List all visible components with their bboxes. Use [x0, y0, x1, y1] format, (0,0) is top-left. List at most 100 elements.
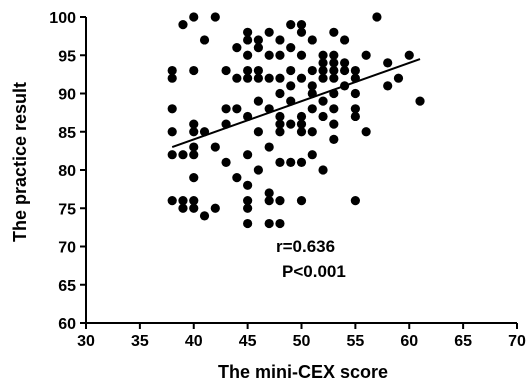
data-point	[361, 50, 371, 60]
data-point	[350, 196, 360, 206]
data-point	[178, 196, 188, 206]
data-point	[189, 65, 199, 76]
data-point	[253, 127, 263, 137]
data-point	[329, 50, 339, 60]
data-point	[167, 150, 177, 160]
data-point	[404, 50, 414, 60]
data-point	[275, 73, 285, 83]
data-point	[307, 35, 317, 45]
data-point	[329, 73, 339, 83]
data-point	[296, 119, 307, 129]
data-point	[275, 127, 285, 137]
data-point	[264, 27, 274, 37]
data-point	[415, 96, 425, 106]
data-point	[350, 65, 360, 76]
data-point	[350, 111, 360, 122]
y-tick-label: 85	[58, 125, 76, 142]
data-point	[189, 142, 199, 152]
data-point	[329, 104, 339, 114]
data-point	[329, 119, 339, 129]
data-point	[286, 65, 296, 76]
data-point	[243, 50, 253, 60]
data-point	[296, 111, 307, 122]
data-point	[189, 119, 199, 129]
data-point	[329, 27, 339, 37]
data-point	[253, 35, 263, 45]
y-tick-label: 65	[58, 278, 76, 295]
data-point	[275, 157, 285, 167]
data-points	[167, 12, 425, 229]
data-point	[275, 218, 285, 229]
data-point	[329, 58, 339, 68]
axes: 30 35 40 45 50 55 60 65 70 60 65 70 75 80 85 90 95 100	[49, 10, 526, 350]
data-point	[393, 73, 404, 83]
y-tick-label: 100	[49, 10, 76, 27]
data-point	[189, 12, 199, 22]
data-point	[318, 58, 328, 68]
data-point	[178, 203, 188, 213]
data-point	[243, 65, 253, 76]
data-point	[189, 173, 199, 183]
data-point	[318, 73, 328, 83]
data-point	[264, 50, 274, 60]
data-point	[264, 196, 274, 206]
data-point	[167, 196, 177, 206]
data-point	[253, 73, 263, 83]
data-point	[307, 65, 317, 76]
data-point	[232, 173, 242, 183]
data-point	[253, 65, 263, 76]
x-tick-label: 65	[454, 333, 472, 350]
data-point	[286, 157, 296, 167]
data-point	[243, 35, 253, 45]
data-point	[275, 50, 285, 60]
data-point	[199, 35, 210, 45]
regression-line	[171, 58, 421, 148]
data-point	[340, 65, 350, 76]
data-point	[286, 20, 296, 30]
data-point	[296, 20, 307, 30]
data-point	[189, 150, 199, 160]
data-point	[232, 73, 242, 83]
data-point	[296, 73, 307, 83]
x-tick-label: 70	[508, 333, 526, 350]
data-point	[350, 88, 360, 99]
y-tick-label: 80	[58, 163, 76, 180]
data-point	[232, 104, 242, 114]
data-point	[253, 43, 263, 53]
y-axis-title: The practice result	[10, 82, 30, 242]
y-tick-label: 60	[58, 316, 76, 333]
data-point	[296, 157, 307, 167]
data-point	[243, 73, 253, 83]
data-point	[350, 104, 360, 114]
data-point	[243, 27, 253, 37]
y-tick-label: 75	[58, 201, 76, 218]
data-point	[307, 127, 317, 137]
data-point	[329, 134, 339, 144]
data-point	[210, 142, 220, 152]
p-value-label: P<0.001	[282, 262, 346, 281]
data-point	[178, 150, 188, 160]
data-point	[307, 104, 317, 114]
data-point	[329, 65, 339, 76]
data-point	[264, 218, 274, 229]
data-point	[361, 127, 371, 137]
data-point	[243, 150, 253, 160]
x-tick-label: 50	[293, 333, 311, 350]
x-tick-label: 35	[131, 333, 149, 350]
data-point	[275, 88, 285, 99]
data-point	[307, 81, 317, 91]
x-tick-label: 60	[400, 333, 418, 350]
data-point	[296, 196, 307, 206]
y-tick-label: 70	[58, 240, 76, 257]
data-point	[210, 12, 220, 22]
data-point	[232, 43, 242, 53]
data-point	[189, 203, 199, 213]
data-point	[167, 65, 177, 76]
data-point	[253, 165, 263, 175]
x-axis-title: The mini-CEX score	[218, 362, 388, 382]
data-point	[340, 35, 350, 45]
data-point	[275, 196, 285, 206]
data-point	[275, 119, 285, 129]
data-point	[383, 58, 393, 68]
data-point	[178, 20, 188, 30]
